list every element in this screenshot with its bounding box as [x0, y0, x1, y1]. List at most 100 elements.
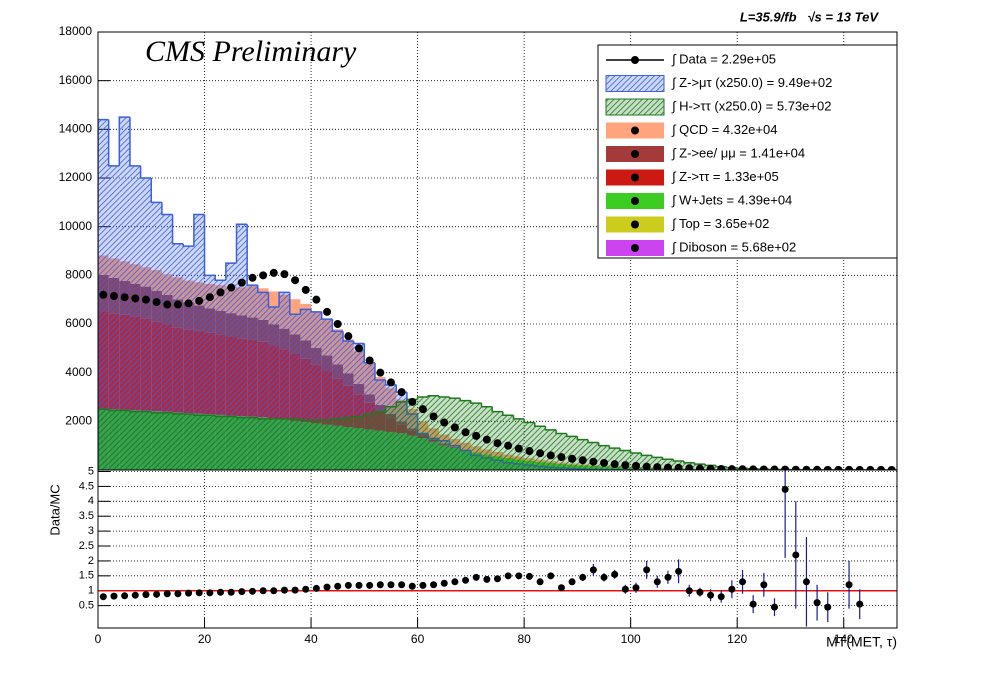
data-point [99, 290, 108, 299]
ratio-y-tick-label: 4.5 [79, 480, 94, 492]
overlay-outline [597, 442, 610, 447]
ratio-y-tick-label: 5 [88, 465, 94, 477]
legend-label: ∫ W+Jets = 4.39e+04 [671, 192, 792, 207]
overlay-outline [672, 459, 684, 462]
ratio-point [185, 589, 193, 597]
x-tick-label: 140 [834, 632, 854, 646]
overlay-outline [576, 436, 589, 441]
overlay-bar [396, 401, 407, 470]
data-point [173, 300, 182, 309]
x-tick-label: 80 [517, 632, 531, 646]
x-tick-label: 20 [198, 632, 212, 646]
ratio-point [536, 578, 544, 586]
overlay-bar [204, 275, 216, 470]
data-point [536, 449, 545, 458]
legend-marker [631, 244, 639, 252]
overlay-bar [449, 398, 461, 470]
data-point [546, 451, 555, 460]
overlay-outline [693, 462, 706, 465]
overlay-bar [193, 214, 205, 470]
data-point [280, 270, 289, 279]
data-point [717, 464, 726, 470]
ratio-point [280, 586, 288, 594]
ratio-point [770, 603, 778, 611]
data-point [578, 456, 587, 465]
data-point [610, 460, 619, 469]
histogram-layer [98, 116, 897, 470]
data-point [344, 332, 353, 341]
data-point [163, 300, 172, 309]
data-point [152, 298, 161, 307]
overlay-outline [161, 202, 173, 216]
ratio-point [547, 572, 555, 580]
ratio-point [664, 573, 672, 581]
overlay-bar [406, 399, 418, 470]
overlay-outline [352, 415, 365, 418]
overlay-outline [150, 178, 162, 204]
overlay-bar [204, 415, 216, 470]
overlay-bar [247, 417, 258, 470]
legend-marker [631, 220, 639, 229]
legend-marker [631, 197, 639, 205]
overlay-outline [427, 395, 439, 397]
overlay-outline [171, 412, 184, 415]
data-point [802, 465, 811, 470]
ratio-layer [98, 470, 897, 627]
ratio-point [174, 590, 182, 598]
data-point [355, 344, 364, 353]
ratio-point [824, 603, 832, 611]
overlay-bar [108, 165, 120, 470]
legend-label: ∫ Z->ττ = 1.33e+05 [671, 169, 779, 184]
overlay-outline [107, 409, 120, 412]
legend-marker [631, 126, 639, 135]
legend-label: ∫ Z->ee/ μμ = 1.41e+04 [671, 145, 805, 160]
ratio-point [621, 585, 629, 593]
overlay-outline [289, 292, 301, 316]
ratio-point [131, 591, 139, 599]
data-point [813, 465, 822, 470]
data-point [631, 461, 640, 470]
ratio-frame [97, 469, 898, 629]
overlay-outline [246, 224, 258, 286]
overlay-bar [257, 292, 269, 470]
ratio-point [600, 573, 608, 581]
ratio-point [845, 581, 853, 589]
overlay-bar [438, 397, 450, 470]
overlay-bar [140, 178, 152, 470]
overlay-bar [620, 450, 631, 470]
overlay-bar [161, 214, 173, 470]
y-tick-label: 14000 [59, 122, 93, 136]
ratio-y-tick-label: 3.5 [79, 510, 94, 522]
data-point [781, 465, 790, 470]
data-point [205, 293, 214, 302]
legend-swatch [605, 98, 665, 116]
overlay-bar [524, 422, 535, 470]
data-point [461, 428, 470, 437]
data-point [504, 441, 513, 450]
data-point [450, 423, 459, 432]
overlay-outline [98, 118, 109, 470]
overlay-outline [651, 455, 663, 459]
ratio-point [696, 588, 704, 596]
data-point [663, 463, 672, 470]
data-point [568, 454, 577, 463]
ratio-point [568, 578, 576, 586]
overlay-outline [619, 448, 631, 452]
data-point [365, 356, 374, 365]
data-point [493, 439, 502, 448]
foreground-layer: CMS Preliminary L=35.9/fb √s = 13 TeV MT… [47, 9, 898, 650]
overlay-outline [352, 341, 365, 345]
ratio-point [238, 588, 246, 596]
overlay-outline [331, 418, 344, 421]
ratio-point [344, 581, 352, 589]
overlay-outline [470, 400, 482, 404]
ratio-point [781, 485, 789, 493]
overlay-outline [438, 395, 450, 398]
ratio-y-tick-label: 3 [88, 525, 94, 537]
overlay-bar [332, 331, 344, 470]
legend-marker [631, 56, 639, 64]
data-point [653, 463, 662, 470]
overlay-bar [374, 411, 386, 470]
ratio-point [153, 590, 161, 598]
